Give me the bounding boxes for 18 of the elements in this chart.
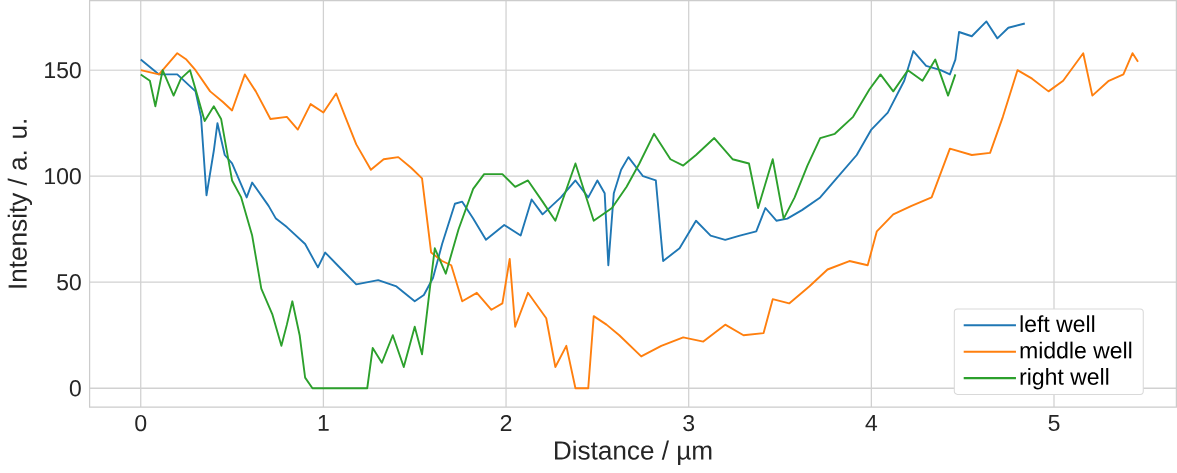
y-tick-label: 0 — [69, 380, 81, 397]
line-series — [139, 52, 1139, 390]
x-tick-label: 4 — [865, 415, 878, 432]
legend-label: middle well — [1020, 341, 1132, 359]
x-tick-label: 1 — [318, 415, 329, 432]
line-series — [139, 20, 1026, 303]
y-tick-label: 150 — [45, 62, 81, 79]
legend-label: right well — [1020, 368, 1109, 390]
x-tick-label: 2 — [500, 415, 512, 432]
legend-label: left well — [1020, 315, 1095, 333]
x-axis-title: Distance / µm — [555, 440, 712, 466]
x-tick-label: 3 — [683, 415, 695, 432]
x-tick-label: 5 — [1048, 415, 1060, 432]
x-tick-label: 0 — [135, 415, 147, 432]
y-tick-label: 50 — [57, 274, 81, 291]
y-axis-title: Intensity / a. u. — [7, 120, 33, 288]
line-series — [139, 58, 957, 390]
y-tick-label: 100 — [45, 168, 81, 185]
